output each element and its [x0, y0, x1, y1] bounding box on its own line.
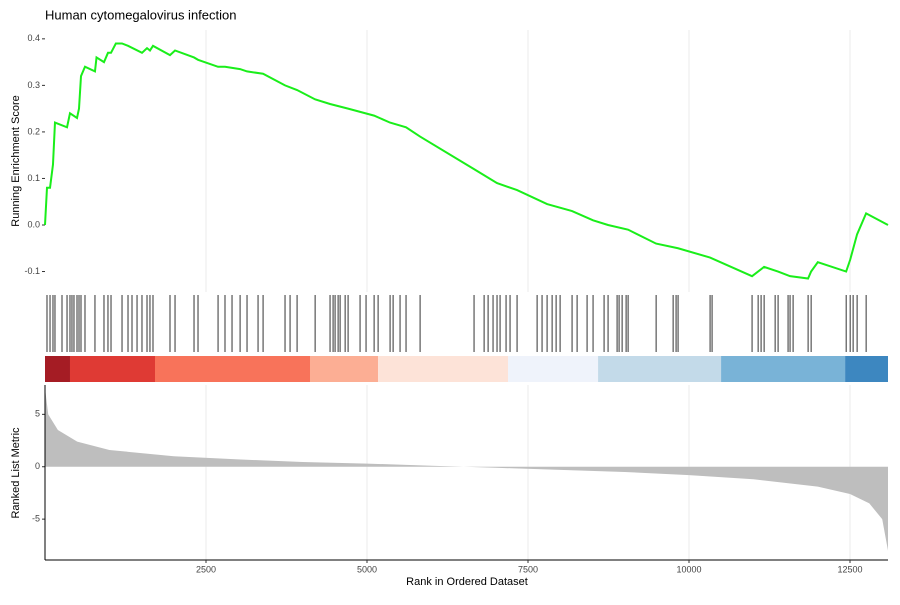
y-tick-label: -0.1: [24, 266, 40, 276]
x-tick-label: 5000: [357, 564, 377, 574]
x-tick-label: 7500: [518, 564, 538, 574]
rank-band: [845, 356, 888, 382]
x-tick-label: 12500: [837, 564, 862, 574]
x-tick-label: 10000: [676, 564, 701, 574]
y-tick-label: 0.2: [27, 126, 40, 136]
rank-band: [378, 356, 509, 382]
enrichment-line: [44, 42, 889, 280]
rank-band: [508, 356, 599, 382]
y-tick-label: 5: [35, 409, 40, 419]
rank-band: [598, 356, 722, 382]
y-tick-label: 0.3: [27, 80, 40, 90]
rank-band: [45, 356, 70, 382]
x-tick-label: 2500: [196, 564, 216, 574]
y-tick-label: -5: [32, 514, 40, 524]
y-axis-title: Ranked List Metric: [10, 427, 22, 519]
chart-title: Human cytomegalovirus infection: [45, 7, 236, 22]
x-axis-title: Rank in Ordered Dataset: [406, 576, 528, 588]
y-tick-label: 0.0: [27, 219, 40, 229]
rank-band: [154, 356, 311, 382]
rank-band: [721, 356, 846, 382]
y-axis-title: Running Enrichment Score: [10, 95, 22, 226]
metric-area: [45, 388, 888, 551]
rank-band: [69, 356, 155, 382]
y-tick-label: 0.4: [27, 33, 40, 43]
y-tick-label: 0: [35, 461, 40, 471]
rank-band: [310, 356, 379, 382]
y-tick-label: 0.1: [27, 173, 40, 183]
